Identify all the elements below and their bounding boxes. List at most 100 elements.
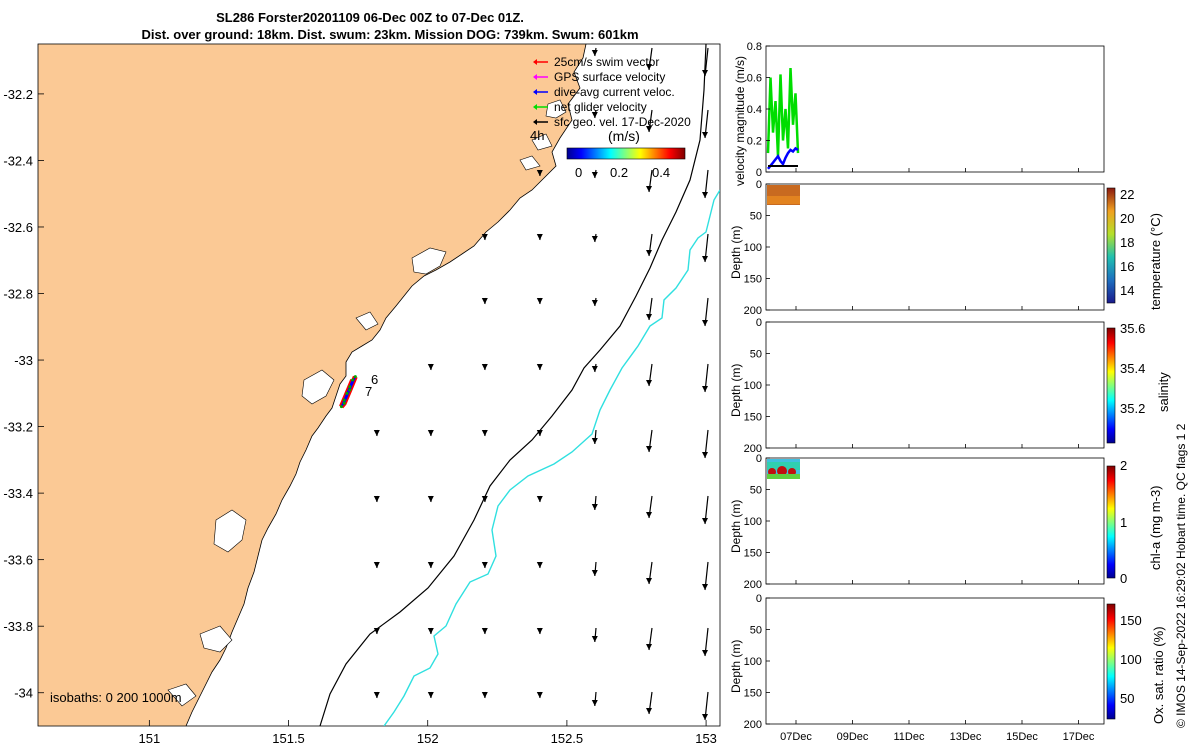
colorbar-tick-0.2: 0.2 xyxy=(610,165,628,180)
current-vector-head xyxy=(591,438,598,444)
velocity-panel-frame xyxy=(765,45,1105,173)
current-vector-head xyxy=(536,562,543,568)
temp-ctick-16: 16 xyxy=(1120,259,1134,274)
depth-tick-label: 150 xyxy=(744,274,762,286)
current-vector-head xyxy=(646,64,652,70)
current-vector-head xyxy=(646,578,652,584)
chla-panel-frame xyxy=(765,457,1105,585)
current-vector-head xyxy=(427,628,434,634)
map-y-tick-label: -32.2 xyxy=(3,87,33,102)
velocity-y-tick-label: 0.6 xyxy=(747,73,762,85)
ox-ctick-100: 100 xyxy=(1120,652,1142,667)
velocity-colorbar xyxy=(566,147,686,160)
velocity-y-ticks: 0 0.2 0.4 0.6 0.8 xyxy=(747,41,770,179)
current-vector-head xyxy=(702,584,708,590)
footer-note: © IMOS 14-Sep-2022 16:29:02 Hobart time.… xyxy=(1174,423,1188,728)
legend-label: GPS surface velocity xyxy=(554,70,665,84)
current-vector-head xyxy=(481,364,488,370)
depth-tick-label: 100 xyxy=(744,380,762,392)
depth-tick-label: 0 xyxy=(756,317,762,329)
glider-track-point xyxy=(339,405,343,409)
legend-swatch-head xyxy=(533,119,537,125)
current-vector-head xyxy=(646,380,652,386)
current-vector-head xyxy=(536,692,543,698)
current-vector-head xyxy=(646,314,652,320)
current-vector-head xyxy=(591,236,598,242)
current-vector-head xyxy=(481,692,488,698)
depth-tick-label: 0 xyxy=(756,179,762,191)
track-label-7: 7 xyxy=(365,384,372,399)
depth-tick-label: 200 xyxy=(744,443,762,455)
map-x-tick-label: 151 xyxy=(138,731,160,746)
depth-axes: 0 50 100 150 200 Depth (m) 0 50 100 150 200 Depth (… xyxy=(729,179,770,731)
current-vector-head xyxy=(481,628,488,634)
current-vector-head xyxy=(702,714,708,720)
velocity-y-tick-label: 0.8 xyxy=(747,41,762,53)
ox-ctick-150: 150 xyxy=(1120,613,1142,628)
depth-tick-label: 200 xyxy=(744,719,762,731)
current-vector-head xyxy=(427,496,434,502)
current-vector-head xyxy=(591,636,598,642)
map-y-tick-label: -33 xyxy=(14,353,33,368)
current-vector-head xyxy=(646,644,652,650)
hour-label: 4h xyxy=(530,128,544,143)
current-vector-head xyxy=(702,256,708,262)
ox-ctick-50: 50 xyxy=(1120,691,1134,706)
depth-ylabel: Depth (m) xyxy=(729,226,743,279)
current-vector-head xyxy=(702,70,708,76)
sal-ctick-35.2: 35.2 xyxy=(1120,401,1145,416)
current-vector-head xyxy=(373,692,380,698)
velocity-line xyxy=(766,68,800,157)
map-y-tick-label: -33.2 xyxy=(3,420,33,435)
time-tick-label: 07Dec xyxy=(780,731,812,743)
chla-colorbar xyxy=(1106,465,1116,579)
current-vector-head xyxy=(427,692,434,698)
current-vector-head xyxy=(591,366,598,372)
temp-ctick-14: 14 xyxy=(1120,283,1134,298)
temp-ctick-22: 22 xyxy=(1120,187,1134,202)
map-y-tick-label: -32.8 xyxy=(3,287,33,302)
temp-ctick-20: 20 xyxy=(1120,211,1134,226)
legend-label: sfc geo. vel. 17-Dec-2020 xyxy=(554,115,691,129)
map-x-tick-label: 151.5 xyxy=(272,731,305,746)
colorbar-tick-0: 0 xyxy=(575,165,582,180)
current-vector-head xyxy=(481,496,488,502)
current-vector-head xyxy=(591,50,598,56)
current-vector-head xyxy=(591,112,598,118)
depth-tick-label: 0 xyxy=(756,453,762,465)
legend-label: 25cm/s swim vector xyxy=(554,55,659,69)
legend-swatch-head xyxy=(533,104,537,110)
chla-ctick-1: 1 xyxy=(1120,515,1127,530)
legend-swatch-head xyxy=(533,89,537,95)
current-vector-head xyxy=(536,298,543,304)
depth-tick-label: 50 xyxy=(750,211,762,223)
current-vector-head xyxy=(702,386,708,392)
depth-tick-label: 150 xyxy=(744,688,762,700)
current-vector-head xyxy=(373,496,380,502)
map-x-tick-labels: 151 151.5 152 152.5 153 xyxy=(138,720,717,746)
temperature-panel-frame xyxy=(765,183,1105,311)
depth-tick-label: 150 xyxy=(744,412,762,424)
depth-tick-label: 200 xyxy=(744,579,762,591)
current-vector-head xyxy=(702,192,708,198)
chla-data-patch xyxy=(777,466,787,476)
oxygen-colorbar xyxy=(1106,603,1116,720)
temp-ctick-18: 18 xyxy=(1120,235,1134,250)
current-vector-head xyxy=(481,562,488,568)
current-vector-head xyxy=(646,250,652,256)
current-vector-head xyxy=(702,132,708,138)
depth-tick-label: 50 xyxy=(750,485,762,497)
glider-track-point xyxy=(348,388,352,392)
isobath-label: isobaths: 0 200 1000m xyxy=(50,690,182,705)
current-vector-head xyxy=(646,446,652,452)
estuary-shape xyxy=(213,509,247,553)
current-vector-head xyxy=(481,234,488,240)
chart-title-line1: SL286 Forster20201109 06-Dec 00Z to 07-D… xyxy=(216,10,524,25)
estuary-shape xyxy=(167,683,197,707)
current-vector-head xyxy=(646,512,652,518)
chart-title-line2: Dist. over ground: 18km. Dist. swum: 23k… xyxy=(141,27,639,42)
temperature-colorbar xyxy=(1106,187,1116,304)
current-vector-head xyxy=(536,496,543,502)
map-x-tick-label: 153 xyxy=(695,731,717,746)
